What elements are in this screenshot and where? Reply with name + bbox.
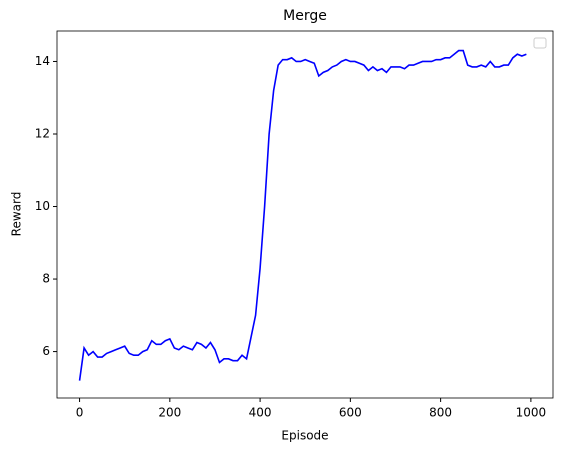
line-series <box>78 49 527 381</box>
y-tick-label: 6 <box>42 344 50 358</box>
x-tick-label: 1000 <box>516 406 547 420</box>
y-tick-label: 8 <box>42 272 50 286</box>
x-tick-label: 400 <box>249 406 272 420</box>
x-tick-label: 200 <box>158 406 181 420</box>
x-tick-label: 600 <box>339 406 362 420</box>
x-tick-label: 0 <box>76 406 84 420</box>
y-axis-label: Reward <box>10 192 24 237</box>
legend <box>533 37 547 49</box>
chart-title: Merge <box>283 8 327 24</box>
x-axis-label: Episode <box>281 429 328 443</box>
x-tick-label: 800 <box>429 406 452 420</box>
y-tick-label: 14 <box>35 54 50 68</box>
plot-frame <box>56 30 554 399</box>
y-tick-label: 12 <box>35 126 50 140</box>
y-tick-label: 10 <box>35 199 50 213</box>
